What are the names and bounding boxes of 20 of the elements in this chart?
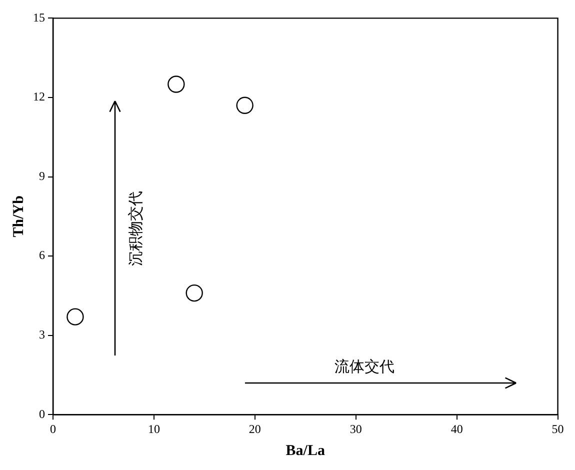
y-tick-label: 0: [39, 406, 45, 421]
x-tick-label: 40: [450, 422, 463, 436]
x-tick-label: 0: [50, 422, 56, 436]
y-tick-label: 6: [39, 248, 45, 262]
x-tick-label: 30: [350, 422, 362, 436]
annotation: 沉积物交代: [128, 190, 145, 266]
x-axis-title: Ba/La: [286, 442, 326, 459]
point: [186, 284, 203, 302]
y-tick-label: 12: [33, 90, 45, 104]
y-tick-label: 15: [33, 10, 45, 24]
y-tick-label: 3: [39, 327, 45, 342]
y-axis-title: Th/Yb: [10, 196, 27, 238]
point: [168, 76, 185, 93]
x-tick-label: 50: [552, 422, 564, 436]
y-tick-label: 9: [39, 168, 45, 183]
point: [236, 96, 254, 114]
x-tick-label: 10: [148, 422, 160, 436]
x-tick-label: 20: [248, 422, 261, 436]
annotation: 流体交代: [334, 358, 394, 376]
point: [66, 308, 84, 326]
